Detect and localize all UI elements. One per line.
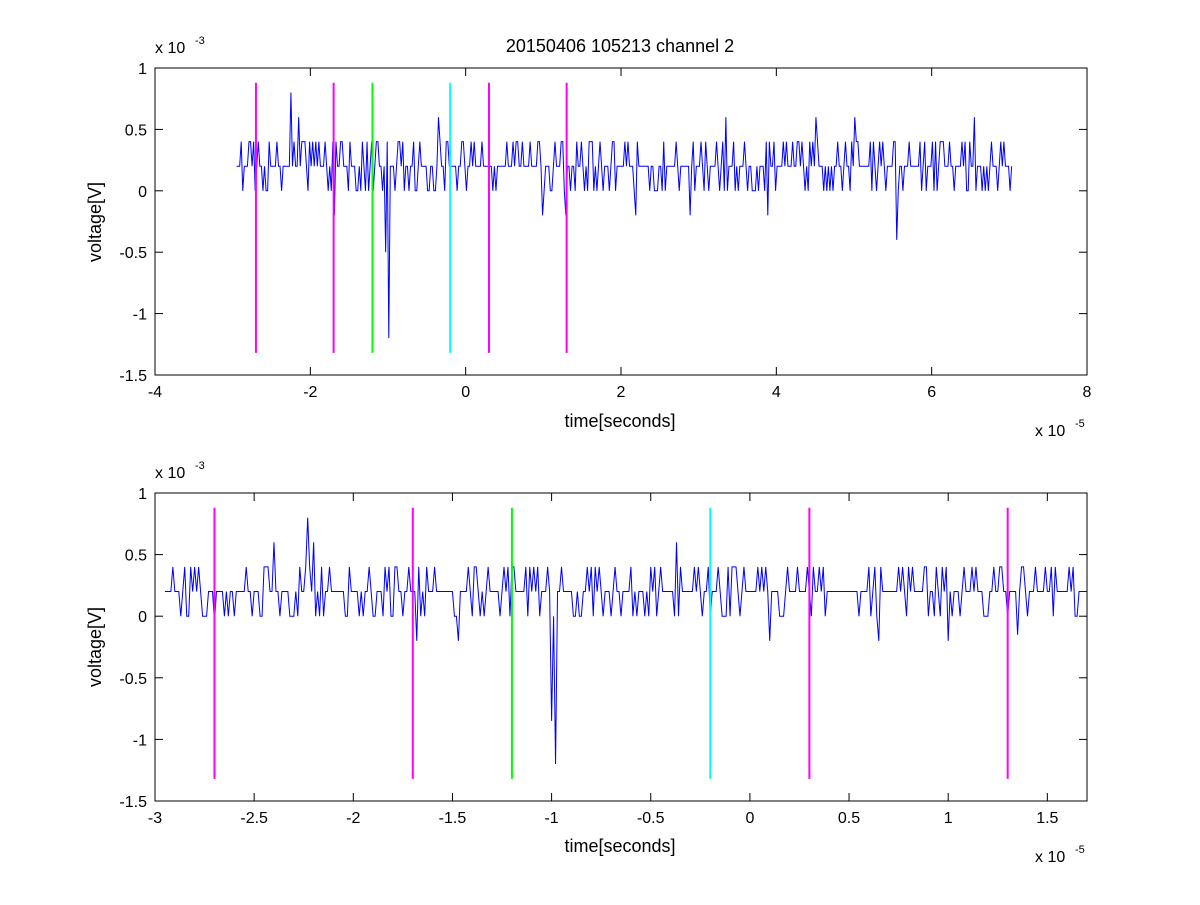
subplot-top-signal <box>236 92 1013 339</box>
x-tick-label: -3 <box>148 810 162 827</box>
x-tick-label: 2 <box>617 384 626 401</box>
x-tick-label: 1 <box>944 810 953 827</box>
subplot-top-ticks: -4 -2 0 2 4 6 8 -1.5 -1 -0.5 0 0.5 1 <box>119 61 1091 401</box>
x-tick-label: -2 <box>303 384 317 401</box>
x-tick-label: -4 <box>148 384 162 401</box>
x-tick-label: 1.5 <box>1036 810 1058 827</box>
subplot-bottom-x-label: time[seconds] <box>564 836 675 856</box>
subplot-bottom-axes-frame <box>154 492 1088 802</box>
subplot-top-title: 20150406 105213 channel 2 <box>506 36 734 56</box>
y-tick-label: -1.5 <box>119 794 147 811</box>
x-tick-label: -2.5 <box>240 810 268 827</box>
x-tick-label: -1 <box>544 810 558 827</box>
subplot-bottom-ticks: -3 -2.5 -2 -1.5 -1 -0.5 0 0.5 1 1.5 -1.5 -1 -0.5 0 0.5… <box>119 486 1087 827</box>
subplot-bottom-signal <box>164 517 1087 765</box>
subplot-top-x-exponent: x 10 -5 <box>1035 418 1085 440</box>
y-tick-label: 1 <box>138 486 147 503</box>
subplot-bottom-x-exponent: x 10 -5 <box>1035 844 1085 866</box>
x-tick-label: 0 <box>461 384 470 401</box>
y-tick-label: 0 <box>138 609 147 626</box>
y-exponent-base: x 10 <box>155 465 185 482</box>
x-exponent-base: x 10 <box>1035 423 1065 440</box>
y-exponent-base: x 10 <box>155 40 185 57</box>
signal-line <box>164 517 1087 765</box>
subplot-top-y-exponent: x 10 -3 <box>155 35 205 57</box>
subplot-top-x-label: time[seconds] <box>564 411 675 431</box>
x-tick-label: -1.5 <box>439 810 467 827</box>
y-tick-label: 0.5 <box>125 122 147 139</box>
subplot-bottom-markers <box>213 507 1009 779</box>
subplot-top-y-label: voltage[V] <box>85 182 105 262</box>
subplot-top-axes-frame <box>154 67 1088 376</box>
subplot-bottom-y-label: voltage[V] <box>85 607 105 687</box>
x-tick-label: 0 <box>745 810 754 827</box>
y-tick-label: -1 <box>133 732 147 749</box>
x-tick-label: 6 <box>927 384 936 401</box>
y-exponent-power: -3 <box>195 35 205 47</box>
y-tick-label: -0.5 <box>119 671 147 688</box>
y-tick-label: 1 <box>138 61 147 78</box>
y-tick-label: -1.5 <box>119 368 147 385</box>
y-tick-label: 0.5 <box>125 548 147 565</box>
x-exponent-power: -5 <box>1075 418 1085 430</box>
x-tick-label: -0.5 <box>637 810 665 827</box>
subplot-bottom-y-exponent: x 10 -3 <box>155 460 205 482</box>
x-tick-label: -2 <box>346 810 360 827</box>
x-tick-label: 4 <box>772 384 781 401</box>
y-exponent-power: -3 <box>195 460 205 472</box>
y-tick-label: -1 <box>133 307 147 324</box>
subplot-top: 20150406 105213 channel 2 x 10 -3 x 10 -… <box>85 35 1092 440</box>
y-tick-label: 0 <box>138 184 147 201</box>
subplot-top-markers <box>254 82 568 353</box>
x-tick-label: 8 <box>1083 384 1092 401</box>
x-exponent-power: -5 <box>1075 844 1085 856</box>
subplot-bottom: x 10 -3 x 10 -5 time[seconds] voltage[V]… <box>85 460 1088 866</box>
x-exponent-base: x 10 <box>1035 849 1065 866</box>
x-tick-label: 0.5 <box>838 810 860 827</box>
y-tick-label: -0.5 <box>119 245 147 262</box>
signal-line <box>236 92 1013 339</box>
